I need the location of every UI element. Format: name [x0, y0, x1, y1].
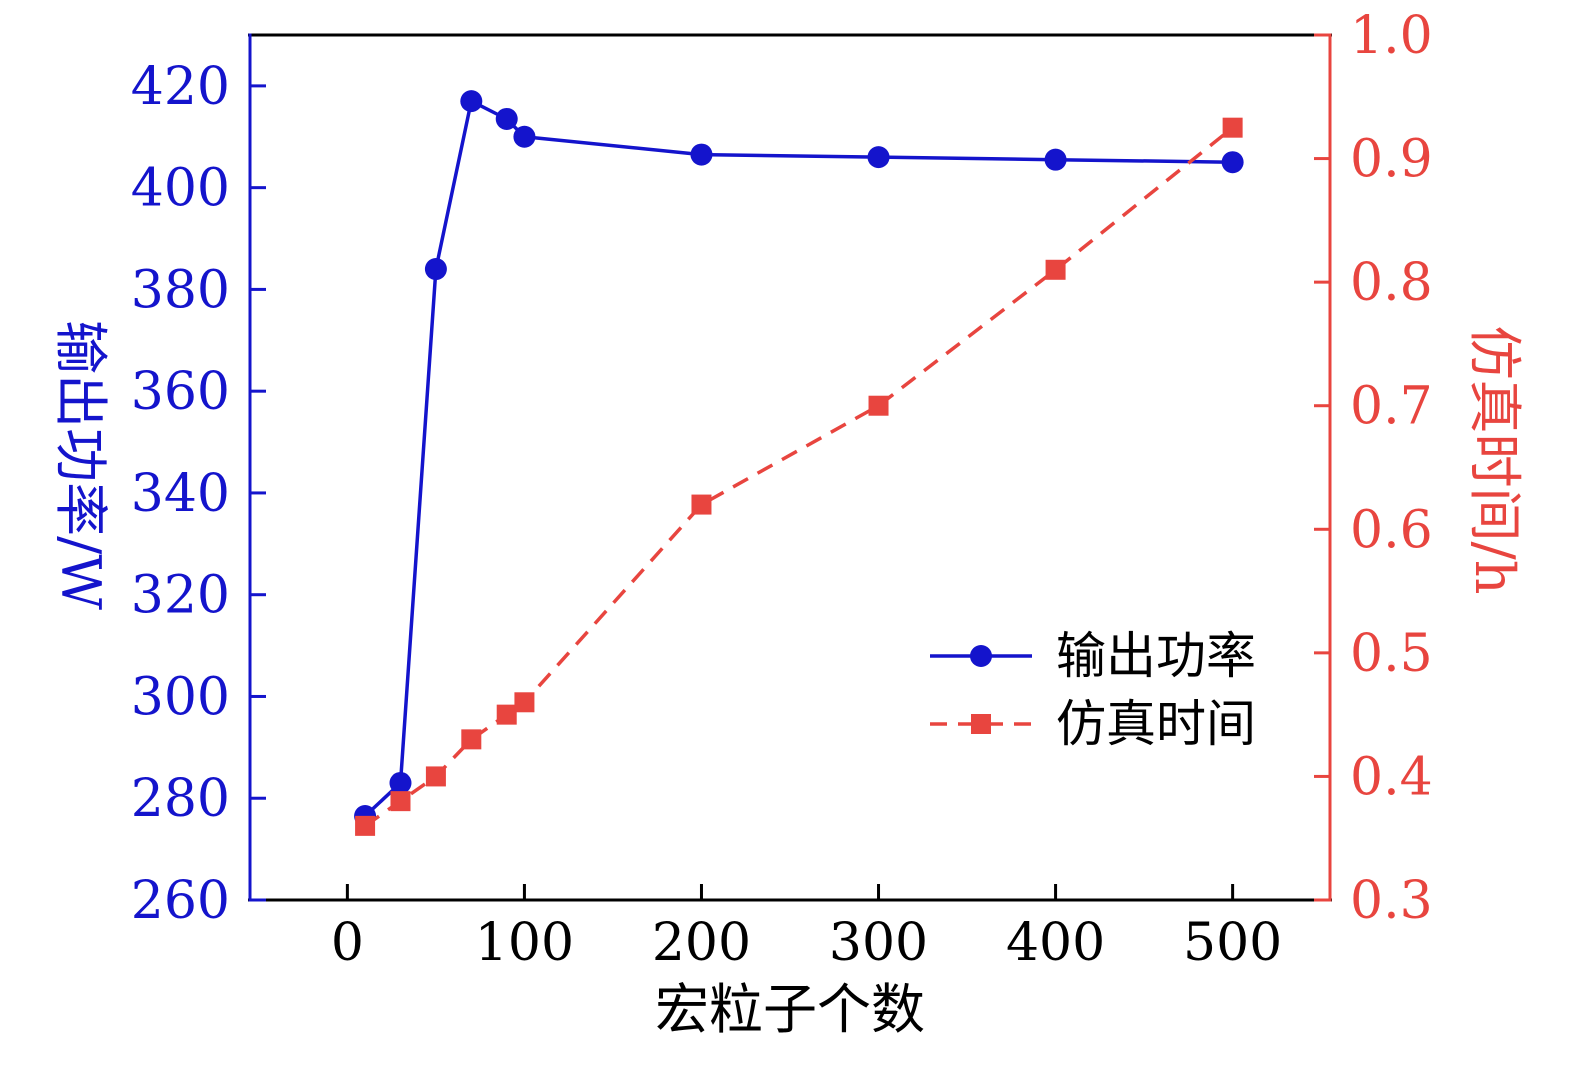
right-y-tick-label: 0.7: [1350, 377, 1433, 437]
data-point-square: [461, 729, 482, 750]
data-point-square: [868, 395, 889, 416]
right-y-tick-label: 0.9: [1350, 130, 1433, 190]
right-y-tick-label: 0.3: [1350, 871, 1433, 931]
data-point-circle: [389, 771, 412, 794]
right-y-tick-label: 0.8: [1350, 253, 1433, 313]
x-tick-label: 0: [331, 913, 364, 973]
legend-label: 仿真时间: [1056, 695, 1256, 753]
data-point-square: [496, 704, 517, 725]
left-y-tick-label: 380: [131, 260, 230, 320]
data-point-square: [355, 815, 376, 836]
x-tick-label: 100: [475, 913, 574, 973]
legend-marker-square: [971, 714, 991, 734]
right-y-tick-label: 0.5: [1350, 624, 1433, 684]
data-point-square: [1222, 117, 1243, 138]
data-point-circle: [1044, 148, 1067, 171]
legend-label: 输出功率: [1056, 627, 1256, 685]
data-point-circle: [513, 125, 536, 148]
left-y-tick-label: 280: [131, 769, 230, 829]
data-point-circle: [1221, 151, 1244, 174]
data-point-circle: [424, 258, 447, 281]
left-y-tick-label: 360: [131, 362, 230, 422]
x-tick-label: 400: [1006, 913, 1105, 973]
data-point-square: [514, 692, 535, 713]
x-tick-label: 500: [1183, 913, 1282, 973]
left-y-tick-label: 320: [131, 566, 230, 626]
data-point-circle: [867, 146, 890, 169]
x-tick-label: 200: [652, 913, 751, 973]
data-point-circle: [690, 143, 713, 166]
legend-marker-circle: [970, 645, 992, 667]
data-point-square: [1045, 259, 1066, 280]
right-y-tick-label: 0.6: [1350, 500, 1433, 560]
data-point-square: [390, 791, 411, 812]
data-point-square: [425, 766, 446, 787]
right-y-tick-label: 1.0: [1350, 6, 1433, 66]
left-y-tick-label: 260: [131, 871, 230, 931]
x-tick-label: 300: [829, 913, 928, 973]
right-y-tick-label: 0.4: [1350, 747, 1433, 807]
data-point-circle: [460, 90, 483, 113]
left-y-tick-label: 300: [131, 667, 230, 727]
data-point-circle: [495, 107, 518, 130]
series-line-1: [363, 99, 1233, 818]
left-y-tick-label: 420: [131, 57, 230, 117]
left-y-tick-label: 340: [131, 464, 230, 524]
series-line-2: [364, 126, 1234, 828]
data-point-square: [691, 494, 712, 515]
left-y-tick-label: 400: [131, 159, 230, 219]
